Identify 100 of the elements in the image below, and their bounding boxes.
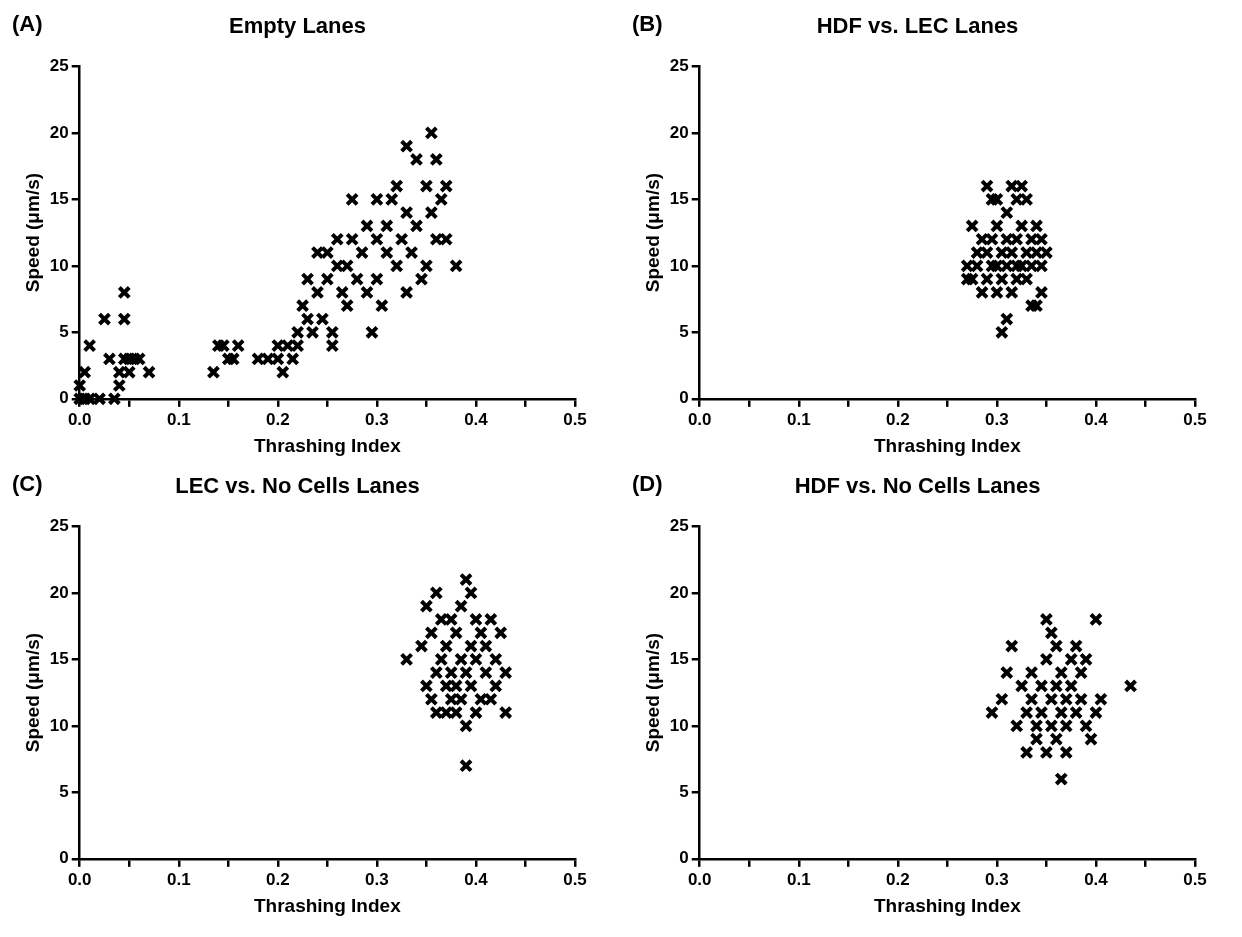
point xyxy=(419,599,434,614)
point xyxy=(434,612,449,627)
point xyxy=(1079,652,1093,667)
y-axis-title: Speed (μm/s) xyxy=(21,632,43,753)
chart-title: HDF vs. LEC Lanes xyxy=(816,13,1019,39)
point xyxy=(1093,692,1108,707)
point xyxy=(1014,179,1029,194)
point xyxy=(434,652,449,667)
y-tick-label: 20 xyxy=(669,582,689,602)
point xyxy=(464,639,478,654)
point xyxy=(1034,258,1049,273)
point xyxy=(1059,692,1074,707)
y-tick-label: 5 xyxy=(59,782,69,802)
point xyxy=(1024,665,1039,680)
point xyxy=(994,272,1009,287)
y-tick-label: 5 xyxy=(679,322,689,342)
y-axis-title: Speed (μm/s) xyxy=(641,632,663,753)
point xyxy=(1019,272,1034,287)
y-tick-label: 20 xyxy=(49,122,69,142)
y-tick-label: 20 xyxy=(669,122,689,142)
point xyxy=(989,192,1004,207)
point xyxy=(459,758,473,773)
point xyxy=(1054,772,1069,786)
point xyxy=(1029,219,1044,233)
point xyxy=(1054,705,1069,720)
point xyxy=(989,258,1004,273)
y-tick-label: 15 xyxy=(669,649,689,669)
x-tick-label: 0.5 xyxy=(563,409,587,429)
point xyxy=(439,639,454,654)
point xyxy=(454,599,469,614)
point xyxy=(483,612,498,627)
point xyxy=(980,179,994,194)
point xyxy=(1123,679,1138,693)
point xyxy=(1004,179,1019,194)
point xyxy=(999,312,1014,326)
chart-title: HDF vs. No Cells Lanes xyxy=(794,473,1041,499)
x-tick-label: 0.2 xyxy=(886,869,910,889)
point xyxy=(1009,718,1024,733)
point xyxy=(1044,718,1059,733)
point xyxy=(1088,705,1103,720)
text: (D) xyxy=(632,471,663,497)
point xyxy=(999,205,1014,220)
point xyxy=(1004,285,1019,300)
point xyxy=(1049,732,1064,747)
x-tick-label: 0.1 xyxy=(786,869,811,889)
y-axis-title: Speed (μm/s) xyxy=(21,172,43,293)
x-tick-label: 0.0 xyxy=(687,869,712,889)
point xyxy=(429,665,444,680)
y-tick-label: 10 xyxy=(49,255,69,275)
x-tick-label: 0.4 xyxy=(464,409,489,429)
point xyxy=(468,705,483,720)
point xyxy=(1039,652,1054,667)
point xyxy=(1009,192,1024,207)
point xyxy=(1024,258,1039,273)
x-tick-label: 0.5 xyxy=(563,869,587,889)
point xyxy=(1039,745,1054,760)
x-axis-title: Thrashing Index xyxy=(253,894,402,916)
text: (A) xyxy=(12,11,43,37)
point xyxy=(493,625,508,640)
point xyxy=(1064,652,1079,667)
text: (B) xyxy=(632,11,663,37)
point xyxy=(999,258,1014,273)
y-tick-label: 10 xyxy=(669,715,689,735)
point xyxy=(1039,612,1054,627)
point xyxy=(459,718,473,733)
x-tick-label: 0.5 xyxy=(1183,409,1207,429)
x-tick-label: 0.2 xyxy=(886,409,910,429)
point xyxy=(478,665,493,680)
x-axis-title: Thrashing Index xyxy=(253,434,402,456)
point xyxy=(399,652,414,667)
point xyxy=(1074,665,1089,680)
x-tick-label: 0.2 xyxy=(266,409,290,429)
x-tick-label: 0.3 xyxy=(365,869,389,889)
point xyxy=(498,705,513,720)
point xyxy=(454,652,469,667)
point xyxy=(1079,718,1093,733)
text: (C) xyxy=(12,471,43,497)
point xyxy=(1019,745,1034,760)
x-tick-label: 0.5 xyxy=(1183,869,1207,889)
chart-title: Empty Lanes xyxy=(229,13,366,39)
y-tick-label: 10 xyxy=(49,715,69,735)
chart-title: LEC vs. No Cells Lanes xyxy=(175,473,420,499)
point xyxy=(449,625,464,640)
point xyxy=(473,692,488,707)
point xyxy=(414,639,429,654)
x-tick-label: 0.4 xyxy=(464,869,489,889)
point xyxy=(965,219,980,233)
point xyxy=(464,585,478,600)
x-tick-label: 0.4 xyxy=(1084,409,1109,429)
point xyxy=(1014,219,1029,233)
point xyxy=(989,285,1004,300)
y-tick-label: 10 xyxy=(669,255,689,275)
x-axis-title: Thrashing Index xyxy=(873,434,1022,456)
point xyxy=(1088,612,1103,627)
y-tick-label: 25 xyxy=(49,516,69,536)
x-tick-label: 0.1 xyxy=(166,409,191,429)
y-tick-label: 25 xyxy=(669,56,689,76)
y-tick-label: 25 xyxy=(49,56,69,76)
point xyxy=(1034,285,1049,300)
point xyxy=(1064,679,1079,693)
